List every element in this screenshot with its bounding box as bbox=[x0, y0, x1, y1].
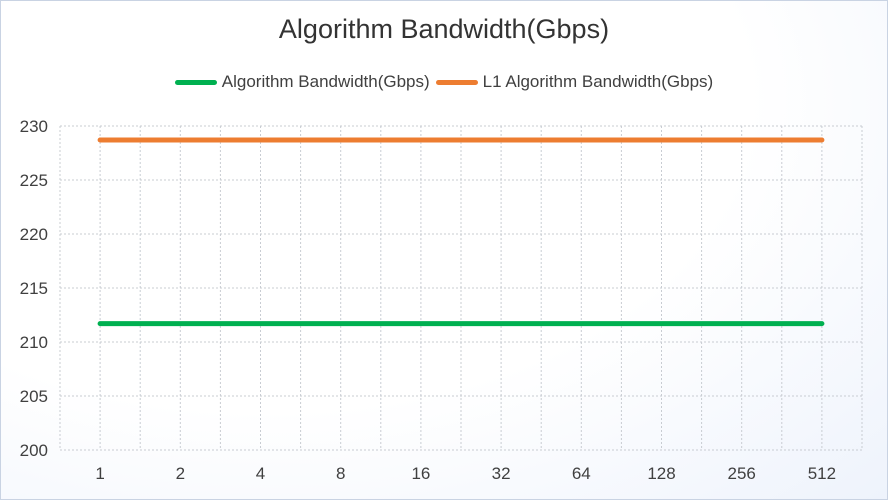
x-tick-label: 8 bbox=[336, 464, 345, 483]
legend-swatch-series-1 bbox=[174, 79, 217, 85]
grid-lines bbox=[59, 125, 863, 451]
x-tick-label: 256 bbox=[728, 464, 756, 483]
y-tick-label: 200 bbox=[20, 441, 48, 460]
legend-swatch-series-2 bbox=[435, 79, 478, 85]
y-tick-label: 205 bbox=[20, 387, 48, 406]
x-tick-label: 4 bbox=[256, 464, 265, 483]
x-tick-label: 16 bbox=[411, 464, 430, 483]
x-tick-label: 1 bbox=[95, 464, 104, 483]
legend-item-series-1[interactable]: Algorithm Bandwidth(Gbps) bbox=[174, 72, 430, 92]
legend-label-series-1: Algorithm Bandwidth(Gbps) bbox=[221, 72, 430, 91]
x-tick-label: 512 bbox=[808, 464, 836, 483]
legend-item-series-2[interactable]: L1 Algorithm Bandwidth(Gbps) bbox=[435, 72, 714, 92]
x-tick-label: 64 bbox=[572, 464, 591, 483]
x-tick-label: 128 bbox=[647, 464, 675, 483]
y-axis-ticks: 200 205 210 215 220 225 230 bbox=[20, 117, 48, 460]
x-axis-ticks: 1 2 4 8 16 32 64 128 256 512 bbox=[95, 464, 836, 483]
series-lines bbox=[97, 137, 825, 327]
y-tick-label: 220 bbox=[20, 225, 48, 244]
legend-label-series-2: L1 Algorithm Bandwidth(Gbps) bbox=[482, 72, 714, 91]
y-tick-label: 230 bbox=[20, 117, 48, 136]
x-tick-label: 2 bbox=[176, 464, 185, 483]
y-tick-label: 215 bbox=[20, 279, 48, 298]
chart-legend: Algorithm Bandwidth(Gbps) L1 Algorithm B… bbox=[0, 72, 888, 92]
y-tick-label: 225 bbox=[20, 171, 48, 190]
chart-title: Algorithm Bandwidth(Gbps) bbox=[278, 14, 610, 44]
x-tick-label: 32 bbox=[492, 464, 511, 483]
y-tick-label: 210 bbox=[20, 333, 48, 352]
